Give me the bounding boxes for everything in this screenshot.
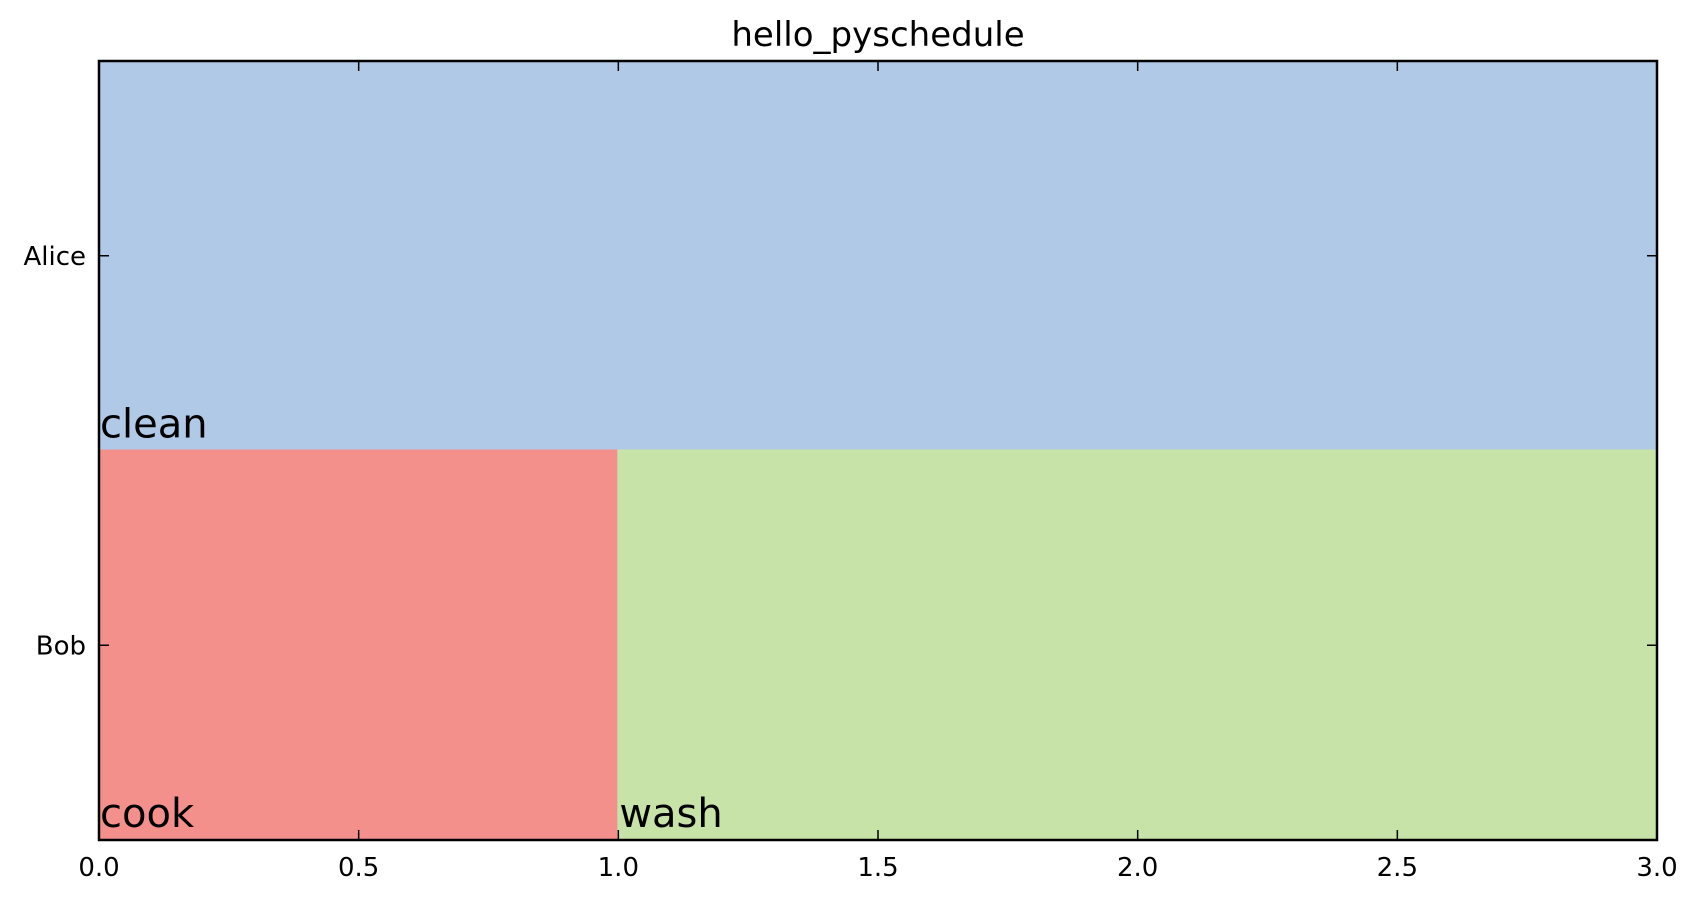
x-tick-label: 0.5 [338, 853, 379, 883]
plot-frame [97, 59, 1659, 842]
y-tick-label-bob: Bob [36, 631, 86, 661]
task-labels: clean cook wash [100, 402, 723, 838]
task-label-clean: clean [100, 402, 208, 448]
task-bars [98, 60, 1658, 841]
x-tick-label: 2.0 [1117, 853, 1158, 883]
axis-ticks: 0.0 0.5 1.0 1.5 2.0 2.5 3.0 Alice Bob [23, 61, 1678, 883]
x-tick-label: 2.5 [1377, 853, 1418, 883]
task-label-wash: wash [619, 791, 722, 837]
task-bar-clean [98, 60, 1658, 452]
task-bar-wash [617, 449, 1658, 841]
task-bar-cook [98, 449, 620, 841]
task-label-cook: cook [100, 791, 195, 837]
chart-title: hello_pyschedule [731, 15, 1024, 55]
x-tick-label: 1.5 [857, 853, 898, 883]
x-tick-label: 1.0 [598, 853, 639, 883]
x-tick-label: 0.0 [78, 853, 119, 883]
y-tick-label-alice: Alice [23, 242, 86, 272]
x-tick-label: 3.0 [1636, 853, 1677, 883]
